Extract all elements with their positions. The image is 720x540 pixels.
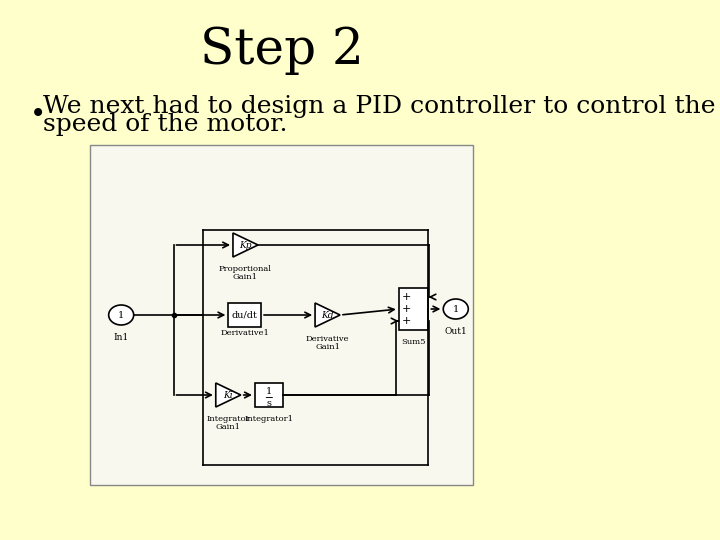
Text: speed of the motor.: speed of the motor.: [43, 113, 287, 137]
Polygon shape: [216, 383, 240, 407]
Text: +: +: [402, 316, 411, 326]
Text: Kd: Kd: [321, 310, 334, 320]
Text: ─: ─: [266, 392, 272, 402]
Bar: [228, 303, 261, 327]
Text: 1: 1: [266, 387, 272, 395]
Text: Ki: Ki: [223, 390, 233, 400]
Text: +: +: [402, 304, 411, 314]
Polygon shape: [233, 233, 258, 257]
Text: 1: 1: [453, 305, 459, 314]
Text: Sum5: Sum5: [401, 338, 426, 346]
Bar: [399, 288, 428, 330]
Text: Integrator1: Integrator1: [244, 415, 294, 423]
Ellipse shape: [444, 299, 468, 319]
Text: 1: 1: [118, 310, 125, 320]
Bar: [255, 383, 283, 407]
Text: •: •: [30, 102, 46, 129]
FancyBboxPatch shape: [90, 145, 473, 485]
Text: Gain1: Gain1: [233, 273, 258, 281]
Text: Gain1: Gain1: [315, 343, 340, 351]
Ellipse shape: [109, 305, 134, 325]
Text: Derivative: Derivative: [306, 335, 349, 343]
Polygon shape: [315, 303, 340, 327]
Text: +: +: [402, 292, 411, 302]
Text: Kp: Kp: [239, 240, 252, 249]
Text: s: s: [266, 399, 271, 408]
Text: Step 2: Step 2: [199, 25, 364, 75]
Text: Integrator: Integrator: [207, 415, 250, 423]
Text: We next had to design a PID controller to control the: We next had to design a PID controller t…: [43, 96, 716, 118]
Text: In1: In1: [114, 333, 129, 342]
Text: Out1: Out1: [444, 327, 467, 336]
Text: Derivative1: Derivative1: [220, 329, 269, 337]
Text: Proportional: Proportional: [219, 265, 272, 273]
Text: du/dt: du/dt: [232, 310, 258, 320]
Text: Gain1: Gain1: [216, 423, 240, 431]
